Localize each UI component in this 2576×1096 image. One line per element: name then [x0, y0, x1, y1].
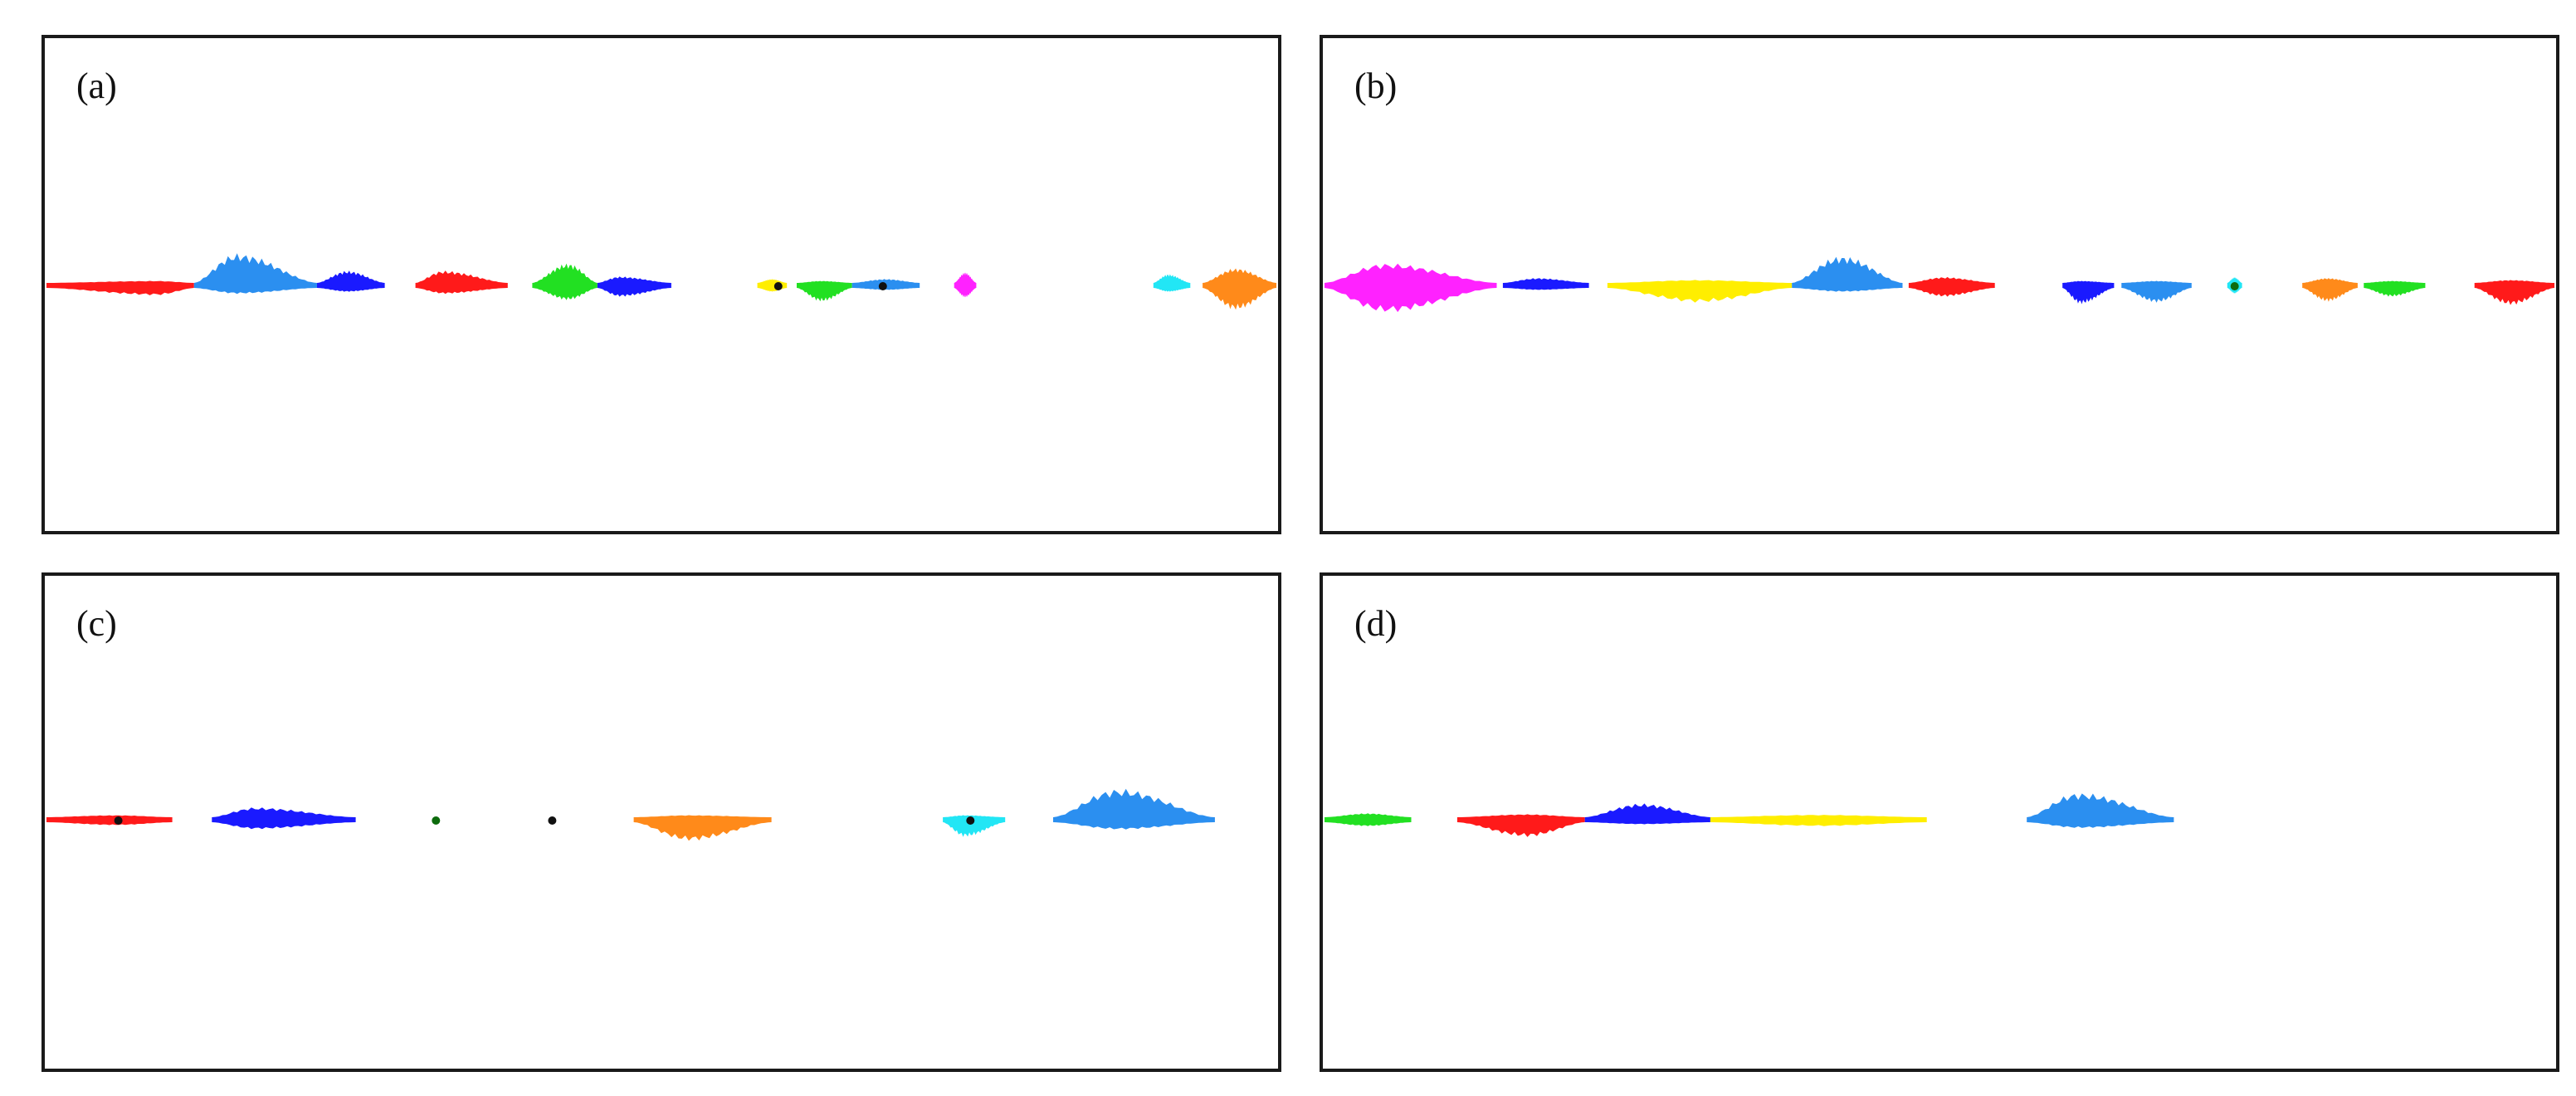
- panel-c-dot-black: [114, 816, 123, 825]
- panel-b-segment-blue: [1502, 278, 1589, 290]
- panel-b-dot-dark-green: [2230, 282, 2239, 290]
- panel-c-segment-cyan: [943, 815, 1006, 837]
- panel-d-segment-red: [1456, 814, 1585, 837]
- panel-b-segment-red: [2474, 280, 2554, 305]
- panel-c-segments: [46, 788, 1215, 841]
- panel-b-segment-blue: [2062, 280, 2115, 304]
- panel-a: (a): [41, 35, 1281, 534]
- panel-b-segment-magenta: [1325, 263, 1497, 313]
- panel-c-segment-blue: [212, 807, 356, 830]
- panel-c-dot-dark-green: [432, 816, 441, 825]
- panel-d-segment-sky: [2027, 793, 2174, 828]
- panel-a-segment-cyan: [1153, 274, 1191, 292]
- panel-d-label: (d): [1354, 603, 1397, 644]
- panel-c-dot-black: [548, 816, 557, 825]
- panel-c-segment-red: [46, 815, 173, 826]
- panel-a-segment-green: [532, 263, 598, 300]
- panel-d-segment-yellow: [1710, 815, 1927, 826]
- panel-a-segment-magenta: [954, 272, 977, 298]
- panel-a-segments: [46, 253, 1276, 310]
- panel-b-segments: [1325, 256, 2554, 313]
- panel-c-dot-black: [966, 816, 975, 825]
- panel-b-segment-sky: [2121, 280, 2192, 303]
- panel-c-segment-orange: [633, 815, 772, 841]
- panel-d-segment-green: [1325, 813, 1412, 826]
- panel-c-label: (c): [76, 603, 117, 644]
- panel-b-label: (b): [1354, 66, 1397, 106]
- panel-b: (b): [1320, 35, 2559, 534]
- panel-a-segment-blue: [597, 276, 671, 297]
- panel-a-segment-sky: [193, 253, 317, 295]
- panel-a-segment-green: [797, 280, 852, 302]
- panel-a-segment-red: [415, 270, 508, 295]
- panel-a-segment-orange: [1203, 268, 1276, 310]
- panel-a-dot-black: [878, 282, 887, 290]
- panel-d: (d): [1320, 572, 2559, 1072]
- panel-b-segment-yellow: [1607, 280, 1793, 303]
- panel-c-segment-sky: [1053, 788, 1215, 830]
- panel-c: (c): [41, 572, 1281, 1072]
- panel-b-segment-sky: [1792, 256, 1903, 292]
- panel-b-segment-orange: [2302, 278, 2358, 302]
- panel-d-segments: [1325, 793, 2174, 837]
- panel-a-label: (a): [76, 66, 117, 106]
- panel-d-segment-blue: [1584, 803, 1710, 825]
- panel-a-dot-black: [773, 282, 783, 290]
- panel-a-segment-red: [46, 280, 194, 295]
- panel-a-segment-blue: [317, 270, 385, 292]
- panel-b-segment-green: [2364, 280, 2426, 297]
- panel-b-segment-red: [1908, 276, 1995, 297]
